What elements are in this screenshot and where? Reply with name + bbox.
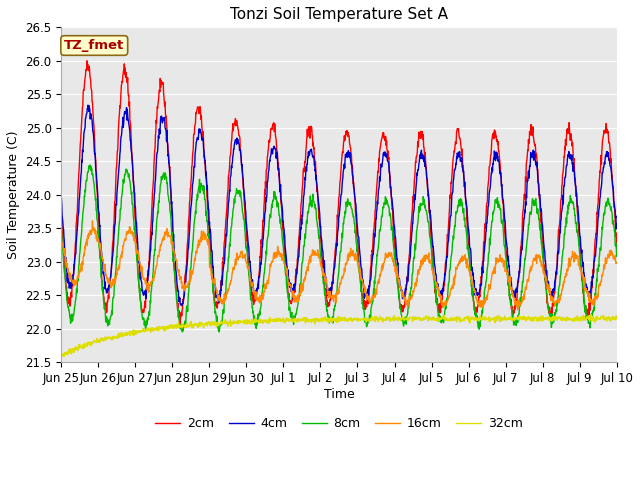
8cm	[612, 253, 620, 259]
32cm	[315, 318, 323, 324]
16cm	[124, 231, 131, 237]
2cm	[305, 128, 313, 133]
32cm	[612, 316, 620, 322]
4cm	[101, 285, 109, 291]
2cm	[177, 320, 184, 326]
32cm	[60, 354, 68, 360]
16cm	[101, 264, 109, 270]
Legend: 2cm, 4cm, 8cm, 16cm, 32cm: 2cm, 4cm, 8cm, 16cm, 32cm	[150, 412, 527, 435]
2cm	[612, 245, 620, 251]
4cm	[305, 152, 313, 157]
32cm	[588, 312, 595, 317]
32cm	[58, 350, 65, 356]
32cm	[374, 316, 381, 322]
4cm	[374, 194, 382, 200]
Line: 2cm: 2cm	[61, 61, 616, 323]
16cm	[294, 293, 301, 299]
8cm	[294, 303, 301, 309]
8cm	[124, 169, 131, 175]
32cm	[294, 319, 301, 325]
16cm	[58, 236, 65, 241]
Title: Tonzi Soil Temperature Set A: Tonzi Soil Temperature Set A	[230, 7, 448, 22]
4cm	[294, 261, 301, 266]
2cm	[374, 168, 382, 174]
16cm	[612, 259, 620, 265]
16cm	[374, 280, 381, 286]
Text: TZ_fmet: TZ_fmet	[64, 39, 124, 52]
Line: 16cm: 16cm	[61, 221, 616, 310]
8cm	[58, 225, 65, 230]
32cm	[124, 333, 131, 338]
X-axis label: Time: Time	[324, 388, 355, 401]
8cm	[305, 202, 313, 207]
4cm	[84, 102, 92, 108]
8cm	[316, 233, 323, 239]
2cm	[83, 58, 91, 64]
4cm	[612, 221, 620, 227]
16cm	[305, 262, 312, 267]
8cm	[101, 302, 109, 308]
4cm	[316, 206, 323, 212]
Line: 4cm: 4cm	[61, 105, 616, 306]
2cm	[316, 211, 323, 217]
2cm	[101, 303, 109, 309]
8cm	[374, 247, 382, 253]
2cm	[294, 255, 301, 261]
Line: 8cm: 8cm	[61, 165, 616, 332]
4cm	[124, 107, 131, 112]
16cm	[315, 254, 323, 260]
8cm	[86, 162, 93, 168]
8cm	[215, 329, 223, 335]
16cm	[88, 218, 96, 224]
4cm	[177, 303, 185, 309]
2cm	[124, 80, 131, 85]
32cm	[101, 337, 109, 343]
16cm	[514, 307, 522, 312]
4cm	[58, 194, 65, 200]
32cm	[305, 318, 312, 324]
Line: 32cm: 32cm	[61, 314, 616, 357]
2cm	[58, 212, 65, 217]
Y-axis label: Soil Temperature (C): Soil Temperature (C)	[7, 131, 20, 259]
